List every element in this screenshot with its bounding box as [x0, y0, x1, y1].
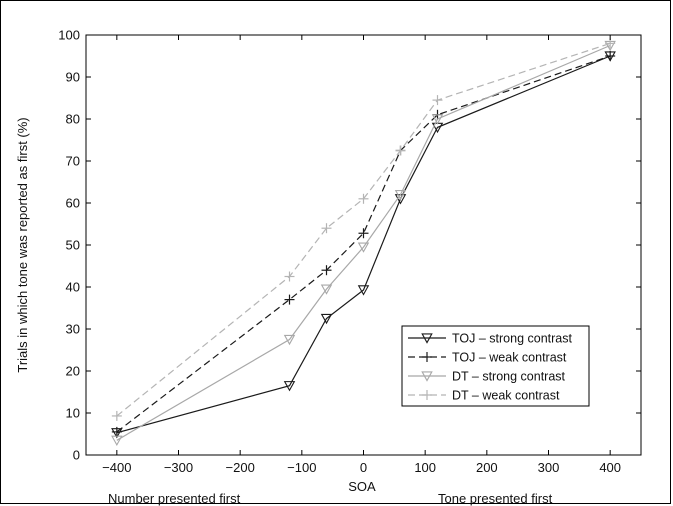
data-point-marker	[394, 189, 407, 201]
data-point-marker	[431, 114, 444, 125]
data-point-marker	[605, 38, 616, 49]
x-tick-label: −400	[102, 460, 131, 475]
data-point-marker	[357, 285, 370, 296]
data-point-marker	[357, 242, 370, 253]
data-point-marker	[605, 51, 616, 61]
y-tick-label: 80	[66, 112, 80, 127]
data-point-marker	[421, 371, 433, 382]
y-tick-label: 10	[66, 406, 80, 421]
data-point-marker	[283, 334, 296, 346]
y-tick-label: 60	[66, 196, 80, 211]
series-line	[116, 55, 611, 434]
x-tick-label: 0	[360, 460, 367, 475]
data-point-marker	[422, 390, 432, 400]
data-point-marker	[283, 381, 296, 392]
y-tick-label: 50	[66, 238, 80, 253]
legend-label: TOJ – strong contrast	[452, 332, 572, 346]
data-point-marker	[111, 410, 122, 421]
x-tick-label: 400	[599, 460, 621, 475]
x-tick-label: 100	[414, 460, 436, 475]
data-point-marker	[284, 271, 295, 282]
y-tick-label: 40	[66, 280, 80, 295]
data-point-marker	[358, 228, 369, 239]
tone-first-annotation: Tone presented first	[438, 491, 553, 506]
y-tick-label: 90	[66, 70, 80, 85]
data-point-marker	[320, 284, 333, 295]
y-tick-label: 100	[58, 28, 80, 43]
y-tick-label: 70	[66, 154, 80, 169]
y-axis-label: Trials in which tone was reported as fir…	[15, 117, 30, 372]
axes-layer: −400 −300 −200 −100 0 100 200 300 400 0 10 20 30 40 50…	[58, 28, 642, 475]
x-tick-label: 300	[538, 460, 560, 475]
series-4	[111, 38, 616, 421]
legend-label: DT – strong contrast	[452, 370, 566, 384]
data-point-marker	[432, 95, 443, 106]
legend-label: DT – weak contrast	[452, 389, 560, 403]
data-point-marker	[111, 435, 123, 446]
data-point-marker	[321, 265, 332, 276]
x-tick-label: −100	[287, 460, 316, 475]
data-point-marker	[421, 333, 433, 344]
number-first-annotation: Number presented first	[108, 491, 241, 506]
data-point-marker	[422, 352, 432, 362]
data-point-marker	[284, 294, 295, 305]
y-tick-label: 30	[66, 322, 80, 337]
x-tick-label: −300	[164, 460, 193, 475]
series-line	[116, 44, 611, 441]
legend-label: TOJ – weak contrast	[452, 351, 567, 365]
y-tick-label: 0	[73, 448, 80, 463]
x-tick-label: 200	[476, 460, 498, 475]
x-axis-label: SOA	[348, 479, 376, 494]
series-layer	[111, 38, 616, 446]
x-tick-label: −200	[226, 460, 255, 475]
data-point-marker	[321, 223, 332, 234]
legend: TOJ – strong contrast TOJ – weak contrast…	[401, 325, 590, 407]
legend-box	[401, 325, 590, 407]
data-point-marker	[320, 313, 333, 325]
data-point-marker	[358, 193, 369, 204]
y-tick-label: 20	[66, 364, 80, 379]
data-point-marker	[111, 426, 122, 437]
data-point-marker	[395, 145, 406, 156]
